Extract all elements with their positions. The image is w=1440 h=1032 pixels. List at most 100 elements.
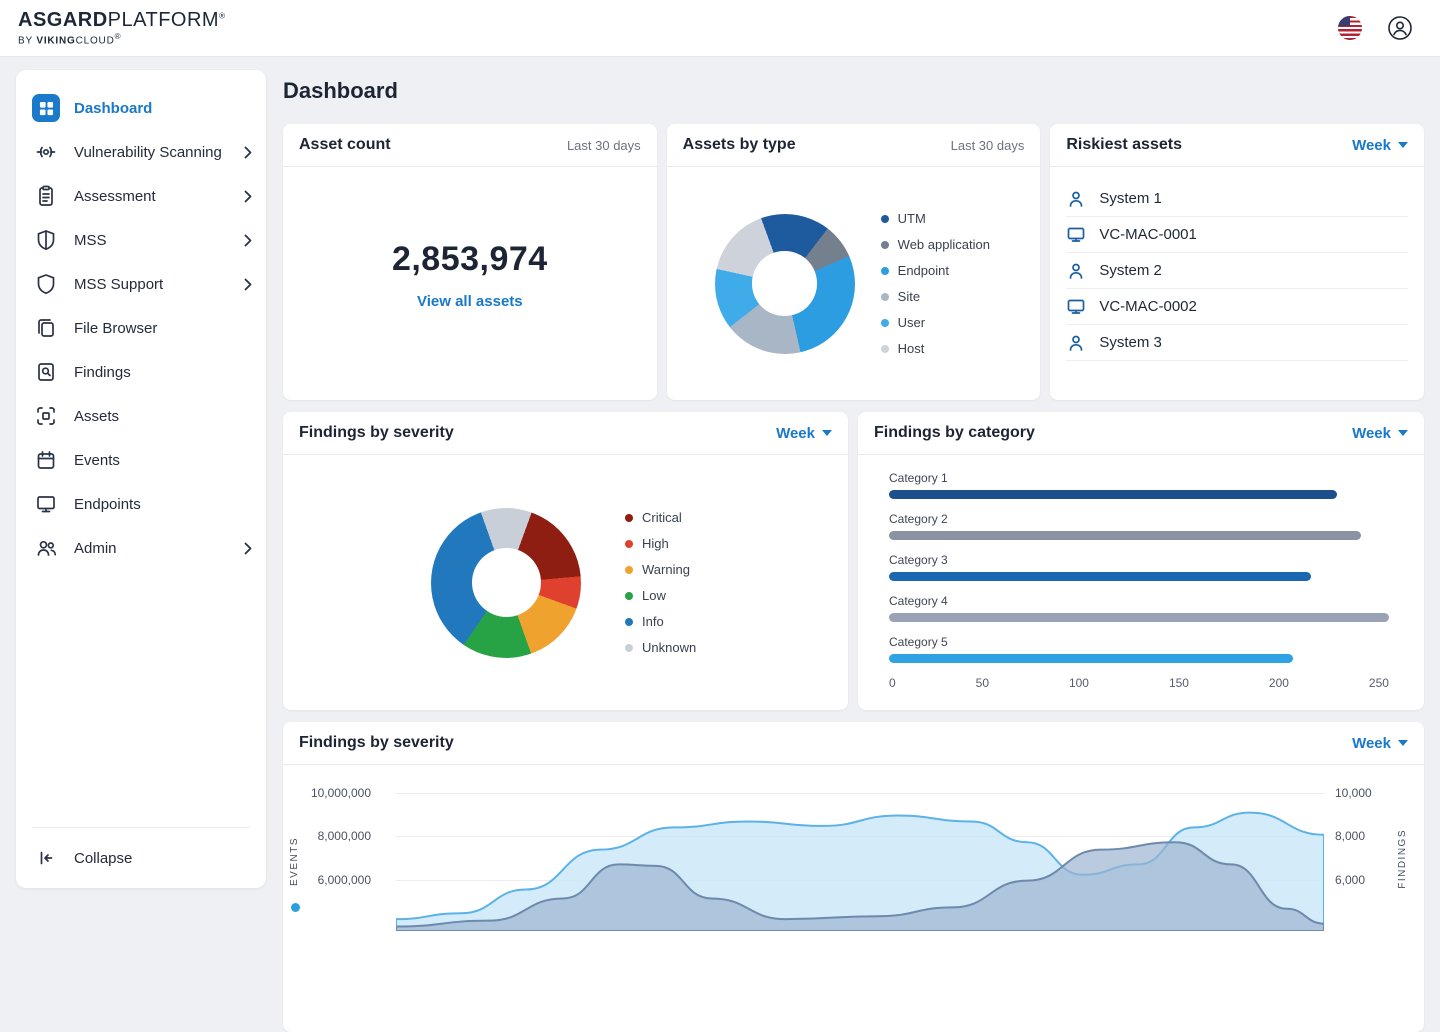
asset-name: System 3: [1099, 334, 1162, 351]
legend-item: Site: [880, 284, 990, 310]
findings-severity-period-select[interactable]: Week: [776, 425, 832, 442]
legend-label: Warning: [642, 562, 690, 577]
asset-count-value: 2,853,974: [391, 239, 548, 278]
period-label: Last 30 days: [950, 137, 1025, 153]
sidebar-item-file-browser[interactable]: File Browser: [16, 306, 266, 350]
language-flag-icon[interactable]: [1338, 16, 1362, 40]
caret-down-icon: [1398, 740, 1408, 746]
sidebar-item-label: Assessment: [74, 187, 156, 205]
findings-timeline-period-select[interactable]: Week: [1352, 735, 1408, 752]
bar: [889, 531, 1361, 540]
x-tick-label: 100: [1068, 676, 1089, 690]
y-axis-tick: 10,000: [1335, 786, 1372, 800]
bar-category-label: Category 5: [889, 635, 948, 649]
legend-label: Web application: [897, 237, 990, 252]
bar-track: [889, 531, 1389, 540]
card-title: Findings by category: [874, 424, 1035, 441]
caret-down-icon: [1398, 430, 1408, 436]
user-icon: [1069, 191, 1083, 207]
account-icon[interactable]: [1386, 14, 1414, 42]
caret-down-icon: [1397, 142, 1408, 148]
asset-count-card: Asset count Last 30 days 2,853,974 View …: [283, 124, 657, 400]
riskiest-asset-row[interactable]: System 1: [1066, 181, 1408, 217]
sidebar-item-assessment[interactable]: Assessment: [16, 174, 266, 218]
findings-by-category-card: Findings by category Week Category 1 Cate…: [858, 412, 1424, 710]
x-tick-label: 150: [1168, 676, 1189, 690]
legend-label: Endpoint: [897, 263, 949, 278]
riskiest-assets-period-select[interactable]: Week: [1352, 137, 1408, 154]
legend-dot: [880, 266, 889, 275]
asset-name: VC-MAC-0001: [1099, 226, 1197, 243]
chevron-right-icon: [244, 190, 252, 203]
sidebar-item-mss-support[interactable]: MSS Support: [16, 262, 266, 306]
sidebar-item-mss[interactable]: MSS: [16, 218, 266, 262]
legend-item: UTM: [880, 206, 990, 232]
bar-category-label: Category 1: [889, 471, 948, 485]
sidebar-item-dashboard[interactable]: Dashboard: [16, 86, 266, 130]
legend-label: Critical: [642, 510, 682, 525]
sidebar-divider: [32, 827, 250, 828]
legend-label: Host: [897, 341, 925, 356]
sidebar-item-admin[interactable]: Admin: [16, 526, 266, 570]
chevron-right-icon: [244, 278, 252, 291]
sidebar-item-label: File Browser: [74, 319, 158, 337]
brand-name: ASGARDPLATFORM®: [18, 8, 226, 31]
monitor-icon: [1067, 227, 1085, 242]
legend-item: Endpoint: [880, 258, 990, 284]
sidebar-item-findings[interactable]: Findings: [16, 350, 266, 394]
legend-dot: [625, 513, 633, 522]
monitor-icon: [1067, 299, 1085, 314]
collapse-icon: [32, 844, 60, 872]
findings-by-severity-donut-chart: [431, 507, 581, 658]
findings-by-severity-card: Findings by severity Week Critical High Wa…: [283, 412, 848, 710]
legend-item: User: [880, 310, 990, 336]
main-content: Dashboard Asset count Last 30 days 2,853…: [283, 70, 1424, 1032]
riskiest-asset-row[interactable]: System 3: [1066, 325, 1408, 361]
sidebar-item-label: MSS Support: [74, 275, 164, 293]
legend-label: Unknown: [642, 640, 697, 655]
findings-category-period-select[interactable]: Week: [1352, 425, 1408, 442]
bar-category-label: Category 2: [889, 512, 948, 526]
bar-row: Category 3: [889, 553, 1389, 581]
y-axis-tick: 8,000,000: [317, 829, 371, 843]
card-title: Findings by severity: [299, 734, 454, 751]
bar-category-label: Category 3: [889, 553, 948, 567]
people-icon: [32, 534, 60, 562]
sidebar-item-label: Assets: [74, 407, 120, 425]
sidebar-item-assets[interactable]: Assets: [16, 394, 266, 438]
bar: [889, 490, 1337, 499]
assets-icon: [32, 402, 60, 430]
riskiest-asset-row[interactable]: System 2: [1066, 253, 1408, 289]
asset-name: VC-MAC-0002: [1099, 298, 1197, 315]
bar-row: Category 1: [889, 471, 1389, 499]
legend-dot: [625, 591, 633, 600]
legend-dot: [880, 344, 889, 353]
sidebar-item-endpoints[interactable]: Endpoints: [16, 482, 266, 526]
card-title: Findings by severity: [299, 424, 454, 441]
riskiest-asset-row[interactable]: VC-MAC-0002: [1066, 289, 1408, 325]
monitor-icon: [32, 490, 60, 518]
bar: [889, 654, 1293, 663]
user-icon: [1069, 263, 1083, 279]
period-label: Last 30 days: [566, 137, 641, 153]
legend-label: User: [897, 315, 926, 330]
brand-logo[interactable]: ASGARDPLATFORM® BY VIKINGCLOUD®: [18, 8, 226, 47]
legend-item: Low: [625, 583, 696, 609]
legend-item: High: [625, 531, 696, 557]
legend-dot: [880, 214, 889, 223]
bar-row: Category 4: [889, 594, 1389, 622]
sidebar-collapse-button[interactable]: Collapse: [16, 836, 266, 880]
view-all-assets-link[interactable]: View all assets: [417, 292, 523, 310]
bar-track: [889, 572, 1389, 581]
collapse-label: Collapse: [74, 849, 133, 867]
sidebar-item-vulnerability-scanning[interactable]: Vulnerability Scanning: [16, 130, 266, 174]
sidebar-item-events[interactable]: Events: [16, 438, 266, 482]
riskiest-asset-row[interactable]: VC-MAC-0001: [1066, 217, 1408, 253]
dashboard-icon: [32, 94, 60, 122]
x-tick-label: 200: [1268, 676, 1289, 690]
sidebar-item-label: Vulnerability Scanning: [74, 143, 222, 161]
legend-dot: [880, 240, 889, 249]
y-axis-tick: 10,000,000: [310, 786, 371, 800]
asset-name: System 1: [1099, 190, 1162, 207]
bar: [889, 613, 1389, 622]
